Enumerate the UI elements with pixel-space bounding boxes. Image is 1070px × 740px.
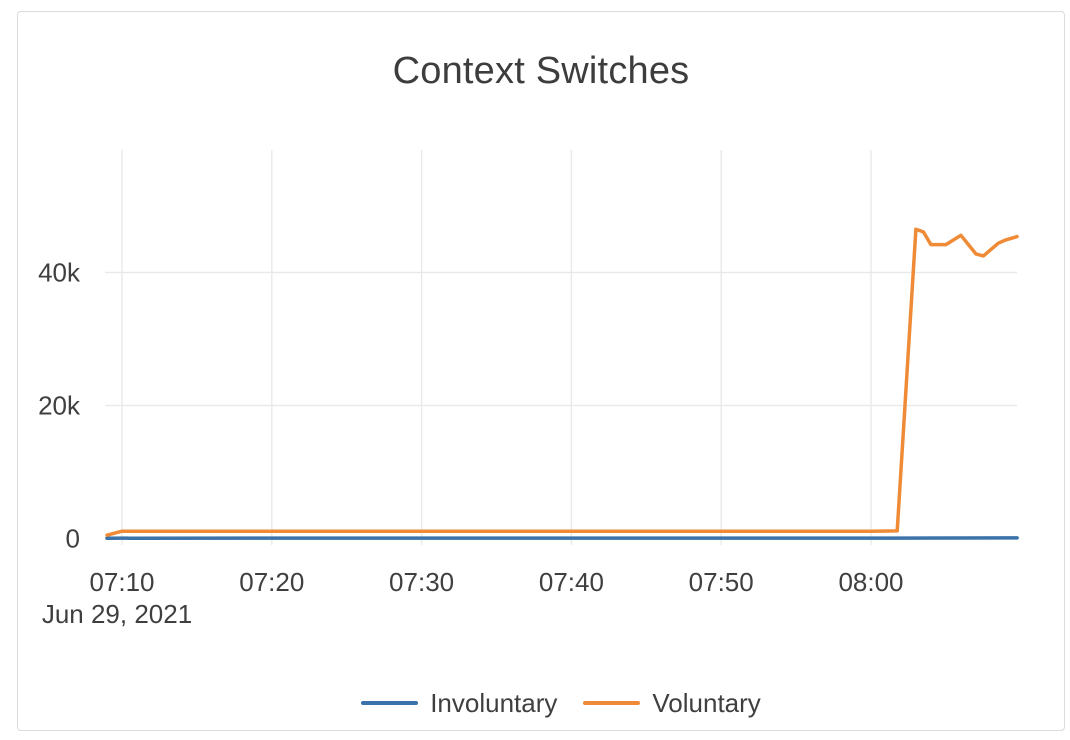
legend-label-involuntary: Involuntary <box>430 688 558 718</box>
legend-item-voluntary[interactable]: Voluntary <box>583 688 761 718</box>
x-axis-date-annotation: Jun 29, 2021 <box>42 599 192 629</box>
y-tick-label: 40k <box>38 258 81 288</box>
legend-item-involuntary[interactable]: Involuntary <box>361 689 557 717</box>
chart-title: Context Switches <box>392 50 690 92</box>
y-tick-label: 20k <box>38 391 81 421</box>
chart-card <box>17 11 1065 731</box>
x-tick-label: 07:10 <box>89 567 154 597</box>
y-tick-label: 0 <box>66 524 80 554</box>
chart-legend: Involuntary Voluntary <box>105 689 1017 717</box>
x-tick-label: 08:00 <box>838 567 903 597</box>
x-tick-label: 07:50 <box>689 567 754 597</box>
x-tick-label: 07:40 <box>539 567 604 597</box>
legend-line-swatch-voluntary <box>583 701 641 705</box>
x-tick-label: 07:20 <box>239 567 304 597</box>
x-tick-label: 07:30 <box>389 567 454 597</box>
legend-line-swatch-involuntary <box>361 701 419 705</box>
legend-label-voluntary: Voluntary <box>652 688 761 718</box>
series-line-voluntary[interactable] <box>105 227 1019 537</box>
